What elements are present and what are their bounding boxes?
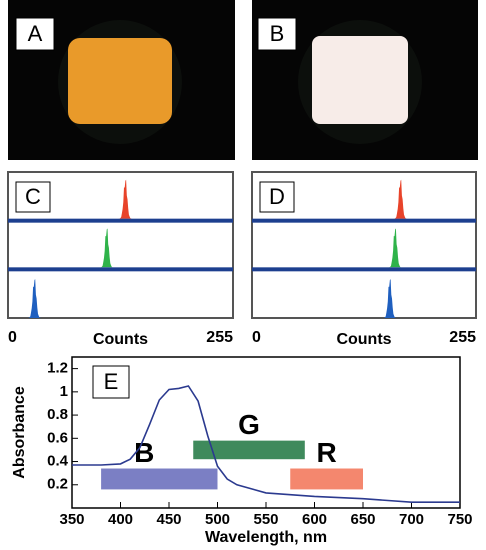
histogram-peak <box>98 228 116 268</box>
band-label: B <box>134 437 154 468</box>
x-tick-label: 750 <box>447 511 472 528</box>
x-tick-label: 350 <box>59 511 84 528</box>
x-tick-label: 550 <box>253 511 278 528</box>
separator <box>252 267 476 272</box>
band <box>101 468 218 490</box>
separator <box>8 218 233 223</box>
x-tick-label: 700 <box>399 511 424 528</box>
axis-title: Wavelength, nm <box>205 529 327 546</box>
panel-label: E <box>104 369 119 394</box>
histogram-peak <box>386 228 404 268</box>
x-tick-label: 0 <box>252 329 261 346</box>
x-tick-label: 255 <box>206 329 233 346</box>
x-tick-label: 500 <box>205 511 230 528</box>
label-box <box>15 181 51 213</box>
label-box <box>92 365 130 399</box>
panel-label: C <box>25 184 41 209</box>
x-tick-label: 255 <box>449 329 476 346</box>
x-tick-label: 400 <box>108 511 133 528</box>
separator <box>8 267 233 272</box>
band-label: G <box>238 409 260 440</box>
x-tick-label: 600 <box>302 511 327 528</box>
histogram-peak <box>117 179 134 219</box>
y-tick-label: 0.4 <box>47 453 69 470</box>
y-tick-label: 0.6 <box>47 429 68 446</box>
panel-label: B <box>270 21 285 46</box>
separator <box>252 218 476 223</box>
histogram-peak <box>392 179 409 219</box>
photo-b: B <box>252 0 478 160</box>
x-tick-label: 450 <box>156 511 181 528</box>
photo-a: A <box>8 0 235 160</box>
y-tick-label: 0.8 <box>47 406 68 423</box>
axis-title: Absorbance <box>11 386 28 479</box>
y-tick-label: 0.2 <box>47 476 68 493</box>
band-label: R <box>317 437 337 468</box>
histogram-peak <box>381 279 399 318</box>
axis-title: Counts <box>93 331 148 348</box>
x-tick-label: 650 <box>350 511 375 528</box>
panel-label: D <box>269 184 285 209</box>
x-tick-label: 0 <box>8 329 17 346</box>
y-tick-label: 1 <box>60 383 68 400</box>
label-box <box>259 181 295 213</box>
line <box>72 385 460 503</box>
y-tick-label: 1.2 <box>47 360 68 377</box>
band <box>290 468 363 490</box>
panel-label: A <box>28 21 43 46</box>
band <box>193 440 305 460</box>
axis-title: Counts <box>336 331 391 348</box>
histogram-peak <box>26 279 43 318</box>
